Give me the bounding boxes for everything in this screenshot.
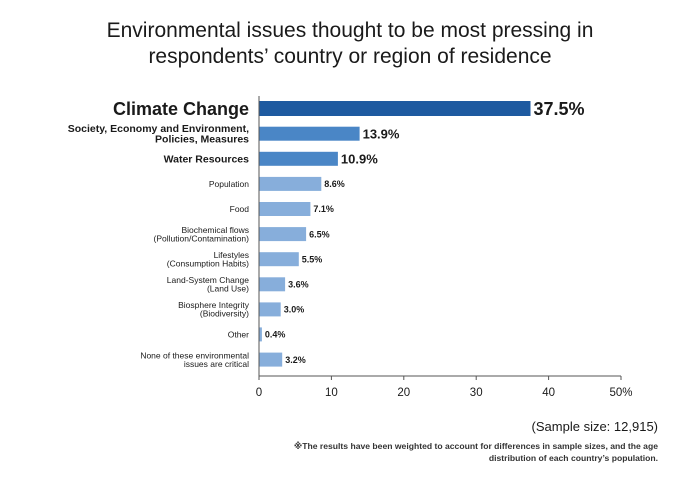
category-label: Policies, Measures [155,134,249,146]
value-label: 3.6% [288,280,309,290]
value-label: 3.2% [285,355,306,365]
chart-title: Environmental issues thought to be most … [0,18,700,70]
x-tick-label: 40 [542,387,555,399]
chart-title-line-2: respondents’ country or region of reside… [148,45,552,68]
category-label: Population [209,179,249,189]
x-tick-label: 0 [256,387,262,399]
category-label: Other [228,329,249,339]
value-label: 0.4% [265,330,286,340]
bar [259,202,311,216]
category-label: (Biodiversity) [200,309,249,319]
category-label: Lifestyles [214,250,249,260]
footnote-line-1: ※The results have been weighted to accou… [293,441,658,451]
category-label: Land-System Change [167,275,249,285]
category-label: Biochemical flows [181,225,249,235]
bar [259,252,299,267]
category-label: None of these environmental [140,350,249,360]
chart-title-line-1: Environmental issues thought to be most … [106,19,594,42]
category-label: (Consumption Habits) [167,258,249,268]
x-tick-label: 50% [609,387,632,399]
value-label: 5.5% [302,254,323,264]
bar [259,101,531,116]
bar [259,126,360,141]
sample-size: (Sample size: 12,915) [531,419,658,434]
category-label: (Pollution/Contamination) [154,233,250,243]
bar [259,277,286,292]
category-label: Food [230,204,250,214]
bar [259,227,307,242]
footnote-line-2: distribution of each country’s populatio… [488,453,658,463]
category-label: issues are critical [184,359,249,369]
value-label: 10.9% [341,151,378,166]
bar [259,151,338,166]
category-label: Climate Change [113,99,249,119]
value-label: 7.1% [313,204,334,214]
category-label: (Land Use) [207,284,249,294]
value-label: 8.6% [324,179,345,189]
bar [259,327,262,342]
x-tick-label: 30 [470,387,483,399]
bar [259,302,281,317]
footnote: ※The results have been weighted to accou… [228,440,658,464]
bar [259,352,283,367]
value-label: 3.0% [284,305,305,315]
category-label: Water Resources [164,153,250,165]
value-label: 13.9% [363,126,400,141]
category-label: Biosphere Integrity [178,300,250,310]
x-tick-label: 10 [325,387,338,399]
value-label: 6.5% [309,229,330,239]
category-label: Society, Economy and Environment, [68,123,249,135]
value-label: 37.5% [534,99,585,119]
x-tick-label: 20 [397,387,410,399]
bar [259,176,322,191]
